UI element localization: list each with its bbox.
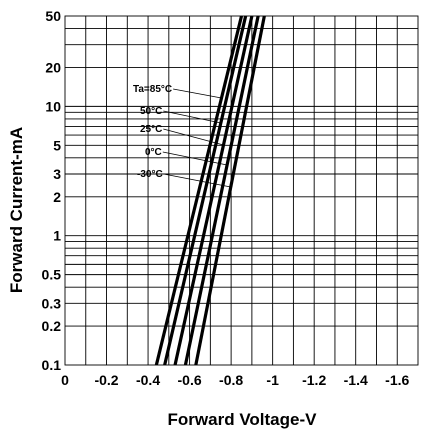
curve-annotations: Ta=85°C 50°C 25°C 0°C -30°C: [133, 84, 231, 188]
series-label: 25°C: [140, 124, 162, 135]
y-tick-labels: 0.1 0.2 0.3 0.5 1 2 3 5 10 20 50: [42, 8, 62, 373]
y-tick-label: 1: [53, 228, 61, 244]
series-line: [183, 16, 260, 365]
x-tick-label: -0.8: [219, 372, 243, 388]
y-tick-label: 5: [53, 137, 61, 153]
series-label-leader: [163, 173, 231, 188]
series-line: [194, 16, 266, 365]
x-tick-label: -1.2: [302, 372, 326, 388]
curves: [154, 16, 266, 365]
x-tick-label: 0: [61, 372, 69, 388]
x-tick-label: -0.2: [94, 372, 118, 388]
y-axis-label: Forward Current-mA: [7, 127, 26, 293]
x-tick-label: -0.6: [178, 372, 202, 388]
series-label-leader: [163, 128, 224, 146]
y-tick-label: 50: [45, 8, 61, 24]
series-line: [163, 16, 248, 365]
series-label-leader: [173, 88, 222, 99]
y-tick-label: 0.2: [42, 318, 62, 334]
y-tick-label: 10: [45, 98, 61, 114]
series-label: -30°C: [137, 169, 163, 180]
y-tick-label: 3: [53, 166, 61, 182]
x-tick-label: -1.4: [344, 372, 368, 388]
y-tick-label: 0.3: [42, 295, 62, 311]
y-tick-label: 20: [45, 59, 61, 75]
y-tick-label: 0.1: [42, 357, 62, 373]
series-label-leader: [163, 110, 221, 124]
series-label-leader: [162, 151, 228, 166]
x-tick-label: -1: [266, 372, 279, 388]
series-label: 50°C: [140, 106, 162, 117]
series-label: 0°C: [145, 147, 162, 158]
x-tick-label: -0.4: [136, 372, 160, 388]
y-tick-label: 2: [53, 189, 61, 205]
series-label: Ta=85°C: [133, 84, 172, 95]
series-line: [154, 16, 244, 365]
series-line: [173, 16, 254, 365]
y-tick-label: 0.5: [42, 267, 62, 283]
x-tick-labels: 0 -0.2 -0.4 -0.6 -0.8 -1 -1.2 -1.4 -1.6: [61, 372, 409, 388]
plot-frame: [64, 15, 419, 366]
x-tick-label: -1.6: [385, 372, 409, 388]
x-axis-label: Forward Voltage-V: [168, 410, 318, 429]
